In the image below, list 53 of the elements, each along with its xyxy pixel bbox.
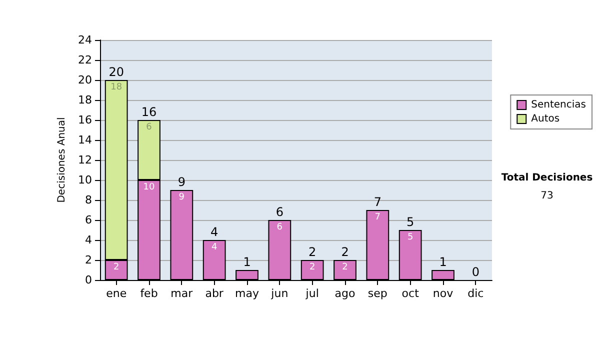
x-tick-label: abr — [205, 287, 224, 300]
data-label: 2 — [342, 262, 348, 272]
x-tick-label: sep — [368, 287, 388, 300]
data-label: 2 — [113, 262, 120, 272]
total-label: 1 — [439, 255, 447, 269]
y-tick-label: 0 — [85, 274, 92, 286]
text: 73 — [540, 190, 554, 202]
total-label: 9 — [178, 175, 186, 189]
y-tick-label: 24 — [78, 34, 92, 46]
x-tick-label: ene — [106, 287, 127, 300]
x-tick-label: jul — [304, 287, 319, 300]
data-label: 7 — [374, 212, 381, 222]
data-label: 4 — [211, 242, 218, 252]
total-label: 2 — [341, 245, 349, 259]
x-tick-label: dic — [468, 287, 484, 300]
data-label: 5 — [407, 232, 414, 242]
total-label: 5 — [406, 215, 414, 229]
total-label: 7 — [374, 195, 382, 209]
data-label: 6 — [276, 222, 283, 232]
x-tick-label: ago — [334, 287, 356, 300]
y-tick-label: 16 — [78, 114, 92, 126]
y-tick-label: 12 — [78, 154, 92, 166]
total-label: 4 — [210, 225, 218, 239]
data-label: 9 — [178, 192, 185, 202]
legend-label: Autos — [531, 114, 560, 124]
y-tick-label: 22 — [78, 54, 92, 66]
x-tick-label: feb — [140, 287, 158, 300]
legend-label: Sentencias — [531, 100, 586, 110]
y-tick-label: 4 — [85, 234, 92, 246]
data-label: 6 — [146, 122, 152, 132]
data-label: 18 — [110, 82, 122, 92]
text: Total Decisiones — [501, 172, 593, 184]
y-tick-label: 18 — [78, 94, 92, 106]
x-tick-label: nov — [432, 287, 454, 300]
total-label: 20 — [108, 65, 124, 79]
x-tick-label: jun — [270, 287, 288, 300]
total-label: 6 — [276, 205, 284, 219]
total-label: 2 — [308, 245, 316, 259]
x-tick-label: mar — [170, 287, 194, 300]
y-tick-label: 2 — [85, 254, 92, 266]
y-axis-title: Decisiones Anual — [56, 117, 68, 203]
total-label: 16 — [141, 105, 157, 119]
y-tick-label: 10 — [78, 174, 92, 186]
y-tick-label: 6 — [85, 214, 92, 226]
y-tick-label: 14 — [78, 134, 92, 146]
data-label: 10 — [143, 182, 155, 192]
x-tick-label: may — [235, 287, 260, 300]
data-label: 2 — [309, 262, 316, 272]
total-label: 0 — [472, 265, 480, 279]
y-tick-label: 20 — [78, 74, 92, 86]
y-tick-label: 8 — [85, 194, 92, 206]
total-label: 1 — [243, 255, 251, 269]
x-tick-label: oct — [402, 287, 420, 300]
